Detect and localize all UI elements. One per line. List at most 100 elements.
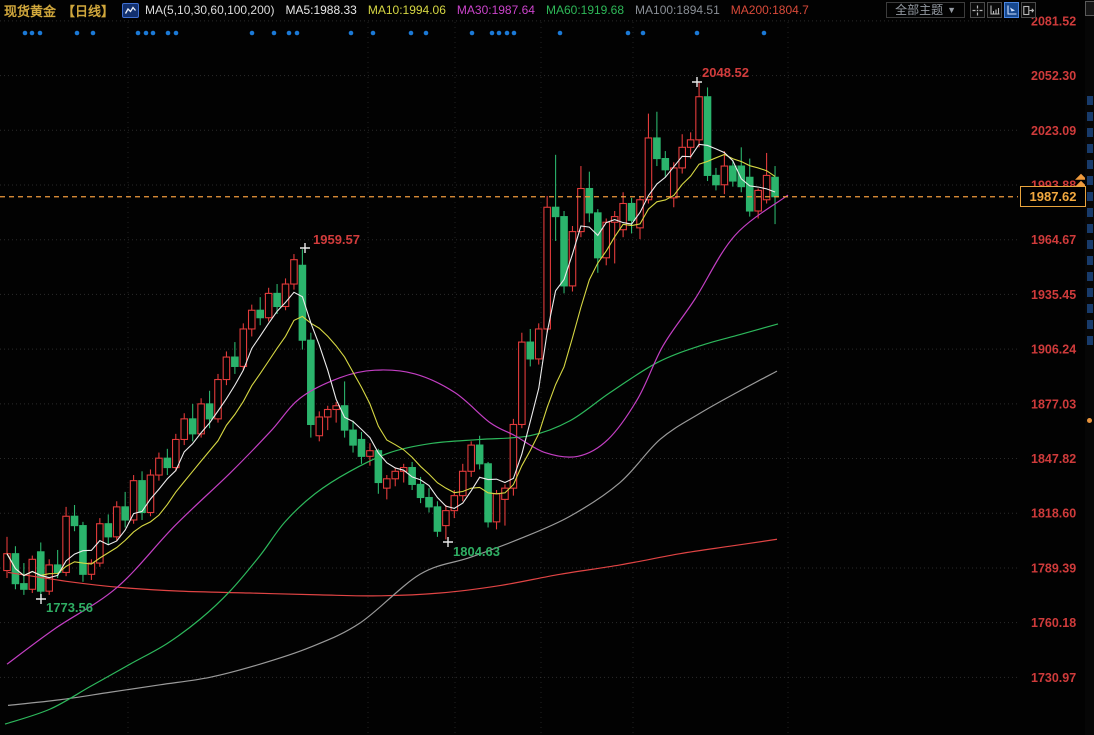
- candle: [686, 139, 695, 148]
- crosshair-icon[interactable]: [970, 2, 985, 18]
- extreme-cross-marker: [36, 594, 46, 604]
- strip-glyph: [1087, 240, 1093, 249]
- event-dot[interactable]: [294, 30, 300, 36]
- ma-line-ma10: [6, 153, 776, 577]
- candle: [172, 438, 180, 469]
- axis-scale-icon[interactable]: [987, 2, 1002, 18]
- candle: [332, 405, 340, 411]
- event-dot[interactable]: [90, 30, 96, 36]
- event-dot[interactable]: [173, 30, 179, 36]
- collapse-panel-icon[interactable]: [1021, 2, 1036, 18]
- event-dot[interactable]: [143, 30, 149, 36]
- event-dot[interactable]: [29, 30, 35, 36]
- candle: [450, 495, 459, 512]
- event-dot[interactable]: [370, 30, 376, 36]
- theme-dropdown[interactable]: 全部主题 ▼: [886, 2, 965, 18]
- event-dot[interactable]: [496, 30, 502, 36]
- candle: [20, 583, 28, 590]
- candle: [416, 483, 425, 499]
- candle: [138, 480, 146, 514]
- ma-line-ma200: [7, 538, 778, 597]
- symbol-title: 现货黄金: [4, 3, 57, 19]
- candle: [501, 487, 509, 500]
- candle: [146, 474, 155, 514]
- candle: [408, 467, 416, 485]
- event-dot[interactable]: [165, 30, 171, 36]
- event-dot[interactable]: [640, 30, 646, 36]
- candle: [79, 525, 87, 575]
- strip-glyph: [1087, 192, 1093, 201]
- event-dot[interactable]: [408, 30, 414, 36]
- price-axis-labels: 2081.522052.302023.091993.881964.671935.…: [1031, 14, 1076, 684]
- annotation-label: 1804.63: [453, 544, 500, 559]
- horizontal-gridlines: [0, 20, 1018, 678]
- partial-panel-icon: [1085, 1, 1094, 16]
- strip-glyph: [1087, 128, 1093, 137]
- candle: [129, 480, 138, 521]
- candle: [526, 341, 535, 360]
- axis-label: 1730.97: [1031, 671, 1076, 685]
- candle: [391, 470, 400, 480]
- candle: [214, 378, 222, 420]
- axis-label: 1847.82: [1031, 452, 1076, 466]
- candle: [323, 408, 332, 418]
- event-dot[interactable]: [150, 30, 156, 36]
- strip-glyph: [1087, 256, 1093, 265]
- candle: [36, 551, 45, 592]
- event-dot[interactable]: [761, 30, 767, 36]
- axis-label: 2052.30: [1031, 69, 1076, 83]
- candle: [754, 189, 762, 212]
- event-dot[interactable]: [511, 30, 517, 36]
- chart-header: 现货黄金 【日线】 MA(5,10,30,60,100,200) MA5:198…: [0, 0, 1094, 20]
- candle: [357, 438, 366, 457]
- annotation-label: 1959.57: [313, 232, 360, 247]
- candle: [585, 187, 594, 214]
- event-dot[interactable]: [37, 30, 43, 36]
- event-dot[interactable]: [22, 30, 28, 36]
- candle: [96, 523, 104, 564]
- event-dot[interactable]: [135, 30, 141, 36]
- candle: [602, 221, 611, 259]
- chart-line-icon[interactable]: [122, 2, 140, 18]
- candle: [62, 515, 70, 573]
- axis-scale-active-icon[interactable]: [1004, 2, 1019, 18]
- strip-glyph: [1087, 224, 1093, 233]
- event-dot[interactable]: [489, 30, 495, 36]
- candle: [518, 341, 526, 426]
- event-dot[interactable]: [249, 30, 255, 36]
- event-dot[interactable]: [469, 30, 475, 36]
- event-dot[interactable]: [286, 30, 292, 36]
- price-up-arrow-icon: [1075, 180, 1087, 187]
- candle: [197, 403, 205, 435]
- candle: [619, 202, 627, 231]
- candle: [492, 493, 501, 523]
- candle: [349, 429, 357, 446]
- annotation-label: 1773.56: [46, 600, 93, 615]
- ma-line-ma60: [4, 323, 779, 725]
- candle: [205, 403, 214, 420]
- ma-value: MA200:1804.7: [730, 3, 809, 17]
- strip-glyph: [1087, 304, 1093, 313]
- ma-line-ma30: [6, 194, 789, 665]
- axis-label: 1935.45: [1031, 288, 1076, 302]
- candle: [264, 292, 273, 319]
- candle: [290, 259, 298, 285]
- candle: [70, 515, 79, 527]
- event-dot[interactable]: [504, 30, 510, 36]
- candle: [534, 328, 543, 360]
- event-dot[interactable]: [423, 30, 429, 36]
- event-dot[interactable]: [348, 30, 354, 36]
- event-dot[interactable]: [271, 30, 277, 36]
- candle: [762, 174, 771, 201]
- candle: [458, 470, 467, 497]
- axis-label: 1877.03: [1031, 397, 1076, 411]
- candle: [737, 165, 746, 188]
- candle: [382, 478, 391, 489]
- annotation-label: 2048.52: [702, 65, 749, 80]
- event-dot[interactable]: [694, 30, 700, 36]
- event-dots: [22, 30, 767, 36]
- event-dot[interactable]: [74, 30, 80, 36]
- event-dot[interactable]: [625, 30, 631, 36]
- event-dot[interactable]: [557, 30, 563, 36]
